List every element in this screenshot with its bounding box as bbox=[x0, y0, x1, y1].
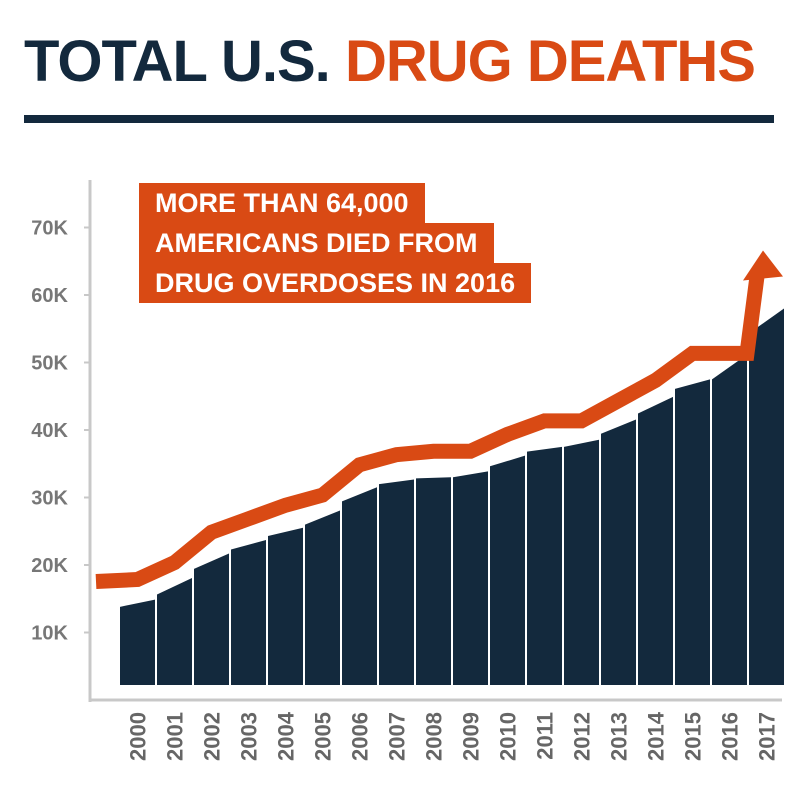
y-tick-label: 70K bbox=[31, 218, 68, 240]
bar bbox=[527, 446, 562, 685]
bar bbox=[416, 477, 451, 685]
y-tick-label: 50K bbox=[31, 353, 68, 375]
x-tick-label: 2003 bbox=[237, 712, 262, 761]
bar bbox=[712, 354, 747, 685]
title-part-2: DRUG DEATHS bbox=[344, 29, 756, 94]
bar bbox=[490, 455, 525, 685]
bar bbox=[194, 553, 229, 685]
x-tick-label: 2007 bbox=[385, 712, 410, 761]
x-tick-label: 2000 bbox=[126, 712, 151, 761]
bar bbox=[231, 540, 266, 685]
x-tick-label: 2008 bbox=[422, 712, 447, 761]
x-tick-label: 2014 bbox=[644, 711, 669, 761]
y-tick-label: 40K bbox=[31, 420, 68, 442]
title-underline bbox=[24, 115, 774, 123]
x-tick-label: 2005 bbox=[311, 712, 336, 761]
bar bbox=[638, 396, 673, 685]
x-tick-label: 2016 bbox=[718, 712, 743, 761]
y-tick-label: 30K bbox=[31, 488, 68, 510]
bar bbox=[675, 379, 710, 685]
bar bbox=[749, 308, 784, 685]
x-tick-label: 2002 bbox=[200, 712, 225, 761]
trend-line bbox=[95, 275, 765, 589]
x-tick-label: 2012 bbox=[570, 712, 595, 761]
bar bbox=[453, 471, 488, 685]
x-tick-label: 2013 bbox=[607, 712, 632, 761]
x-tick-label: 2015 bbox=[681, 712, 706, 761]
bar bbox=[268, 527, 303, 685]
y-tick-label: 10K bbox=[31, 623, 68, 645]
callout-line-3: DRUG OVERDOSES IN 2016 bbox=[139, 263, 532, 303]
x-tick-label: 2011 bbox=[533, 712, 558, 760]
x-tick-label: 2004 bbox=[274, 711, 299, 761]
bar bbox=[342, 487, 377, 685]
trend-arrowhead bbox=[743, 250, 783, 281]
title-part-1: TOTAL U.S. bbox=[24, 29, 331, 94]
x-tick-label: 2006 bbox=[348, 712, 373, 761]
bar bbox=[120, 599, 155, 685]
bar bbox=[379, 479, 414, 685]
y-tick-label: 60K bbox=[31, 285, 68, 307]
callout-line-1: MORE THAN 64,000 bbox=[139, 183, 425, 223]
x-tick-label: 2010 bbox=[496, 712, 521, 761]
callout-box: MORE THAN 64,000 AMERICANS DIED FROM DRU… bbox=[139, 183, 532, 303]
x-tick-label: 2009 bbox=[459, 712, 484, 761]
y-tick-label: 20K bbox=[31, 555, 68, 577]
bar bbox=[601, 419, 636, 685]
bar bbox=[305, 510, 340, 685]
bar bbox=[157, 577, 192, 685]
bar bbox=[564, 439, 599, 685]
chart-title: TOTAL U.S. DRUG DEATHS bbox=[24, 29, 756, 94]
x-tick-label: 2001 bbox=[163, 712, 188, 761]
x-tick-label: 2017 bbox=[755, 712, 780, 761]
callout-line-2: AMERICANS DIED FROM bbox=[139, 223, 494, 263]
